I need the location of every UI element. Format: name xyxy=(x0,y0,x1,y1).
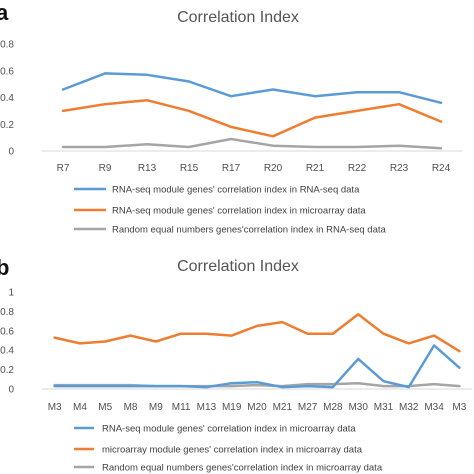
panel-a-x-tick-label: R9 xyxy=(99,163,112,174)
panel-b-x-tick-label: M21 xyxy=(273,402,293,413)
panel-a-x-tick-label: R17 xyxy=(222,163,241,174)
panel-b-y-tick-label: 0 xyxy=(8,385,14,396)
panel-b-x-tick-label: M4 xyxy=(73,402,87,413)
panel-b-x-tick-label: M31 xyxy=(374,402,394,413)
panel-a-x-tick-label: R20 xyxy=(264,163,283,174)
panel-a-title: Correlation Index xyxy=(177,9,299,26)
panel-b-x-tick-label: M27 xyxy=(298,402,318,413)
panel-b-title: Correlation Index xyxy=(177,258,299,275)
panel-a-x-tick-label: R21 xyxy=(306,163,325,174)
panel-a-legend-entry: Random equal numbers genes'correlation i… xyxy=(112,225,386,236)
panel-b-x-tick-label: M34 xyxy=(424,402,444,413)
panel-b-series-line-0 xyxy=(53,344,461,389)
panel-a-legend-entry: RNA-seq module genes' correlation index … xyxy=(112,185,360,196)
panel-a-y-tick-label: 0.2 xyxy=(0,120,14,131)
panel-a-legend-entry: RNA-seq module genes' correlation index … xyxy=(112,206,366,217)
panel-a-x-tick-label: R7 xyxy=(57,163,70,174)
panel-b-y-tick-label: 0.4 xyxy=(0,346,14,357)
panel-a-x-tick-label: R24 xyxy=(432,163,451,174)
panel-b-legend-entry: microarray module genes' correlation ind… xyxy=(102,445,363,456)
panel-b-x-tick-label: M13 xyxy=(197,402,217,413)
panel-a-x-tick-label: R23 xyxy=(390,163,409,174)
panel-b-x-tick-label: M32 xyxy=(399,402,419,413)
panel-b-legend-entry: RNA-seq module genes' correlation index … xyxy=(102,424,356,435)
panel-b-x-tick-label: M20 xyxy=(247,402,267,413)
panel-b-x-tick-label: M3 xyxy=(48,402,62,413)
panel-a-x-tick-label: R15 xyxy=(180,163,199,174)
panel-b-x-tick-label: M28 xyxy=(323,402,343,413)
panel-b-legend-entry: Random equal numbers genes'correlation i… xyxy=(102,463,383,474)
panel-b-y-tick-label: 0.2 xyxy=(0,365,14,376)
panel-a-series-line-2 xyxy=(61,137,443,150)
panel-a-series-line-1 xyxy=(61,98,443,138)
panel-a-y-tick-label: 0.4 xyxy=(0,93,14,104)
panel-b-x-tick-label: M3 xyxy=(452,402,466,413)
panel-b-y-tick-label: 0.8 xyxy=(0,307,14,318)
panel-a-label: a xyxy=(0,0,9,25)
panel-b-label: b xyxy=(0,255,9,280)
panel-a-x-tick-label: R13 xyxy=(138,163,157,174)
panel-a-y-tick-label: 0.8 xyxy=(0,40,14,51)
panel-b-x-tick-label: M11 xyxy=(172,402,191,413)
panel-b-y-tick-label: 0.6 xyxy=(0,326,14,337)
panel-b-x-tick-label: M5 xyxy=(98,402,112,413)
panel-a-series-line-0 xyxy=(61,72,443,105)
panel-b-series-line-1 xyxy=(53,313,461,353)
panel-b-x-tick-label: M8 xyxy=(124,402,138,413)
panel-b-x-tick-label: M19 xyxy=(222,402,242,413)
panel-b-x-tick-label: M30 xyxy=(348,402,368,413)
panel-b-y-tick-label: 1 xyxy=(8,288,14,299)
panel-a-y-tick-label: 0.6 xyxy=(0,66,14,77)
panel-a-y-tick-label: 0 xyxy=(8,147,14,158)
panel-a-x-tick-label: R22 xyxy=(348,163,367,174)
panel-b-x-tick-label: M9 xyxy=(149,402,163,413)
